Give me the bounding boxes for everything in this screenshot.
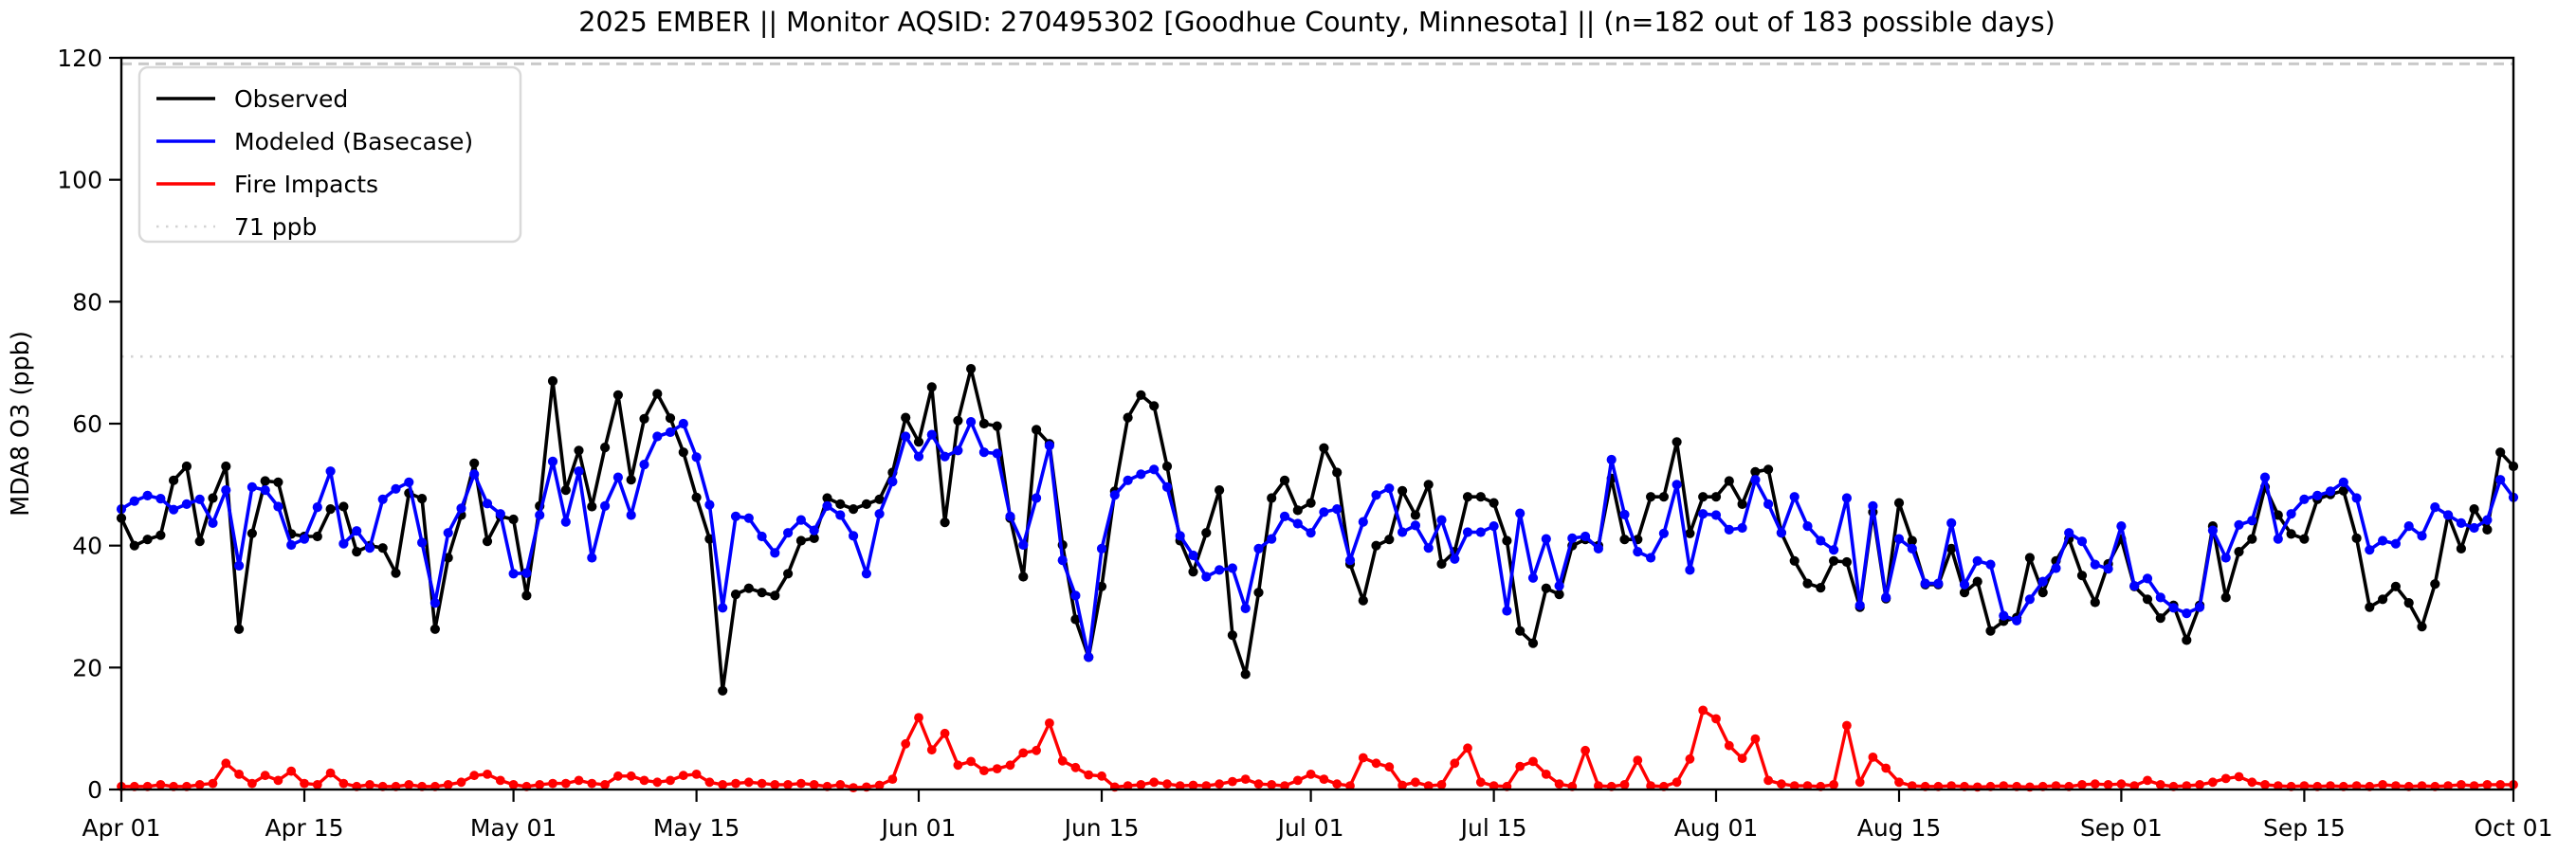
x-tick-label: Jun 15: [1063, 814, 1140, 842]
modeled-line-markers: [116, 417, 2519, 662]
x-tick-label: Apr 15: [265, 814, 344, 842]
x-tick-label: Jun 01: [880, 814, 957, 842]
x-tick-label: May 15: [653, 814, 740, 842]
y-axis-label: MDA8 O3 (ppb): [7, 331, 35, 517]
y-tick-label: 0: [87, 776, 102, 804]
y-tick-label: 120: [57, 45, 102, 72]
legend: Observed Modeled (Basecase) Fire Impacts…: [137, 65, 522, 244]
x-tick-label: Sep 15: [2263, 814, 2346, 842]
observed-line: [119, 367, 2515, 693]
modeled-line: [120, 420, 2515, 660]
fire-impacts-line: [121, 708, 2513, 789]
legend-modeled-label: Modeled (Basecase): [234, 128, 473, 155]
x-tick-label: Aug 15: [1857, 814, 1942, 842]
legend-threshold: 71 ppb: [156, 213, 317, 241]
y-tick-label: 60: [72, 410, 102, 438]
legend-threshold-label: 71 ppb: [234, 213, 317, 241]
legend-observed: Observed: [156, 85, 348, 113]
y-tick-label: 20: [72, 654, 102, 681]
x-tick-label: Sep 01: [2080, 814, 2163, 842]
x-axis-ticks: Apr 01 Apr 15 May 01 May 15 Jun 01 Jun 15 Jul …: [82, 789, 2552, 842]
y-tick-label: 100: [57, 167, 102, 194]
x-tick-label: Oct 01: [2475, 814, 2553, 842]
observed-line-markers: [116, 364, 2519, 696]
y-tick-label: 80: [72, 288, 102, 316]
fire-impacts-line-markers: [117, 705, 2518, 792]
y-axis-ticks: 0 20 40 60 80 100 120: [57, 45, 121, 804]
legend-fire-impacts: Fire Impacts: [156, 171, 378, 198]
x-tick-label: Jul 15: [1459, 814, 1527, 842]
plot-area: 0 20 40 60 80 100 120 Apr 01 Apr 15 May 01 May 15 J…: [57, 45, 2552, 842]
x-tick-label: Aug 01: [1674, 814, 1759, 842]
x-tick-label: Apr 01: [82, 814, 160, 842]
legend-observed-label: Observed: [234, 85, 348, 113]
legend-modeled: Modeled (Basecase): [156, 128, 473, 155]
y-tick-label: 40: [72, 533, 102, 560]
chart-title: 2025 EMBER || Monitor AQSID: 270495302 […: [578, 7, 2055, 38]
legend-box: [137, 65, 522, 244]
legend-fire-impacts-label: Fire Impacts: [234, 171, 378, 198]
x-tick-label: May 01: [470, 814, 557, 842]
x-tick-label: Jul 01: [1276, 814, 1344, 842]
